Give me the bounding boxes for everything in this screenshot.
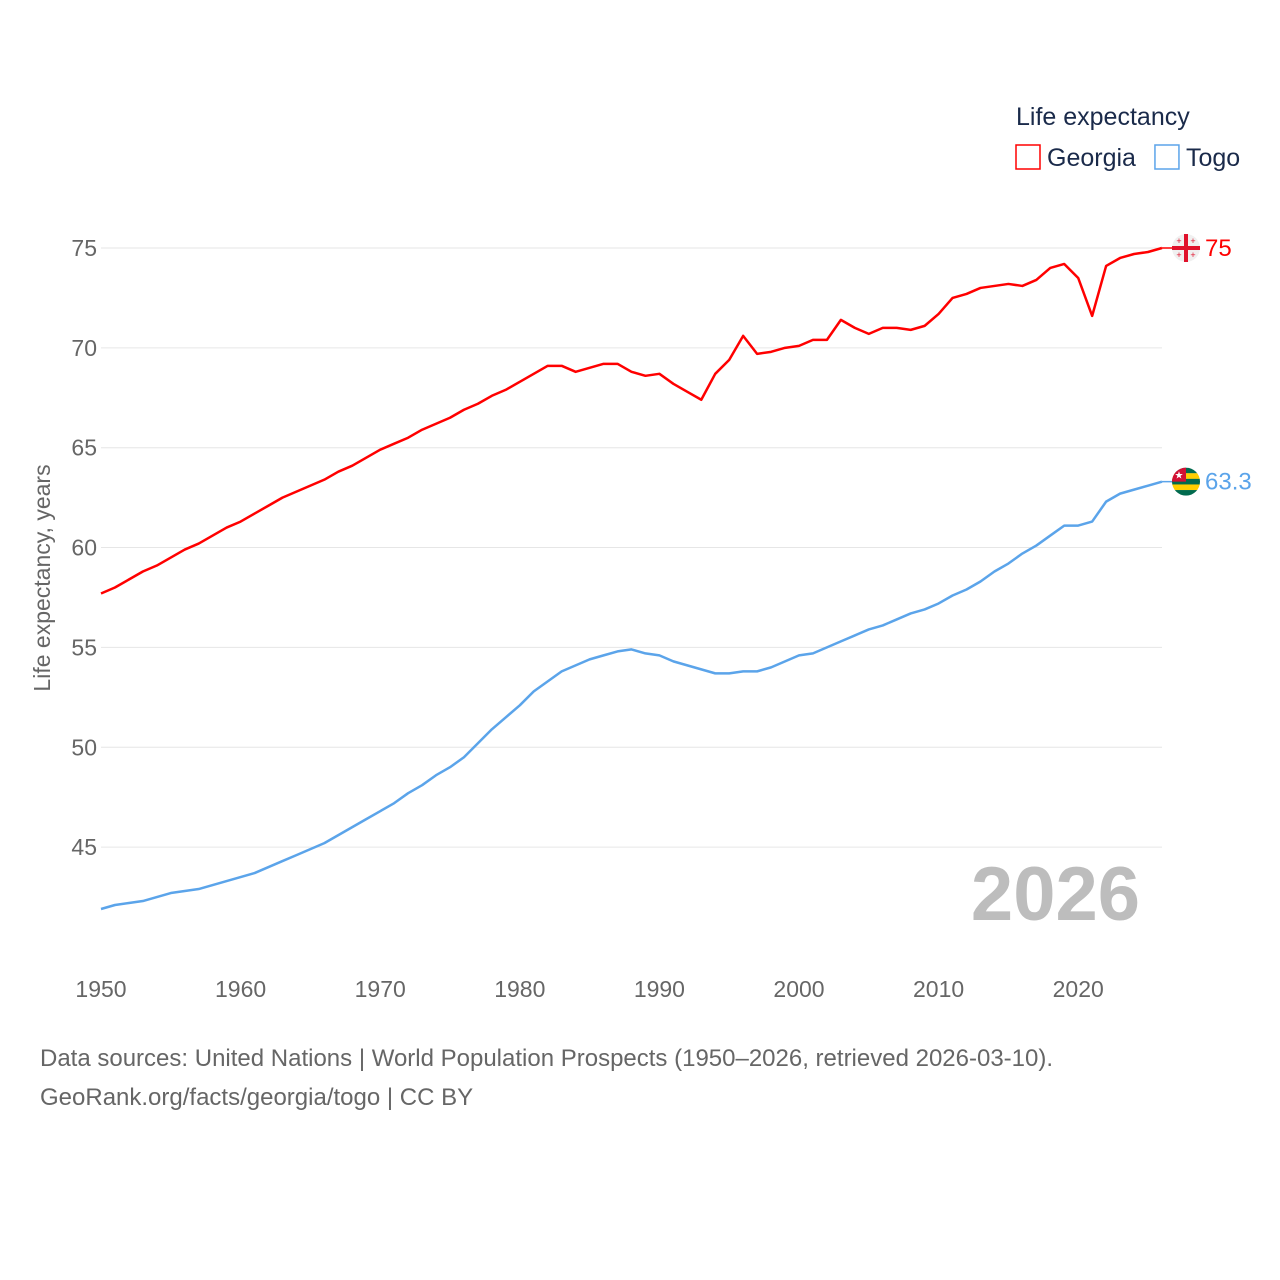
togo-flag-icon: ★ xyxy=(1172,467,1200,496)
y-axis-label: Life expectancy, years xyxy=(29,464,55,691)
legend-swatch-togo xyxy=(1154,144,1180,170)
legend-swatch-georgia xyxy=(1015,144,1041,170)
y-tick-label: 50 xyxy=(71,734,97,760)
year-watermark: 2026 xyxy=(971,852,1140,937)
flag-stripe xyxy=(1172,490,1200,496)
legend-label-togo: Togo xyxy=(1186,144,1240,172)
flag-stripe xyxy=(1172,478,1200,485)
series-line-georgia xyxy=(100,246,1163,595)
y-tick-label: 65 xyxy=(71,435,97,461)
end-value-label-georgia: 75 xyxy=(1205,235,1232,262)
georgia-flag-icon: + + + + xyxy=(1172,234,1200,262)
flag-stripe xyxy=(1172,484,1200,491)
series-line-togo xyxy=(100,480,1163,911)
y-tick-label: 70 xyxy=(71,335,97,361)
flag-small-cross: + xyxy=(1176,250,1181,260)
flag-small-cross: + xyxy=(1190,236,1195,246)
flag-small-cross: + xyxy=(1190,250,1195,260)
flag-star: ★ xyxy=(1175,471,1184,482)
legend-title: Life expectancy xyxy=(1016,103,1190,131)
flag-body: ★ xyxy=(1172,467,1200,496)
y-tick-label: 60 xyxy=(71,535,97,561)
y-tick-label: 55 xyxy=(71,634,97,660)
y-tick-label: 45 xyxy=(71,834,97,860)
x-tick-label: 1970 xyxy=(355,976,406,1002)
x-tick-label: 1980 xyxy=(494,976,545,1002)
footer-source: Data sources: United Nations | World Pop… xyxy=(40,1045,1054,1072)
x-tick-label: 2000 xyxy=(773,976,824,1002)
footer-link[interactable]: GeoRank.org/facts/georgia/togo | CC BY xyxy=(40,1084,474,1111)
flag-cross xyxy=(1172,246,1200,250)
legend-label-georgia: Georgia xyxy=(1047,144,1136,172)
x-tick-label: 1960 xyxy=(215,976,266,1002)
flag-small-cross: + xyxy=(1176,236,1181,246)
x-tick-label: 1990 xyxy=(634,976,685,1002)
end-value-label-togo: 63.3 xyxy=(1205,469,1252,496)
x-tick-label: 2010 xyxy=(913,976,964,1002)
x-tick-label: 1950 xyxy=(75,976,126,1002)
y-tick-label: 75 xyxy=(71,235,97,261)
x-tick-label: 2020 xyxy=(1053,976,1104,1002)
